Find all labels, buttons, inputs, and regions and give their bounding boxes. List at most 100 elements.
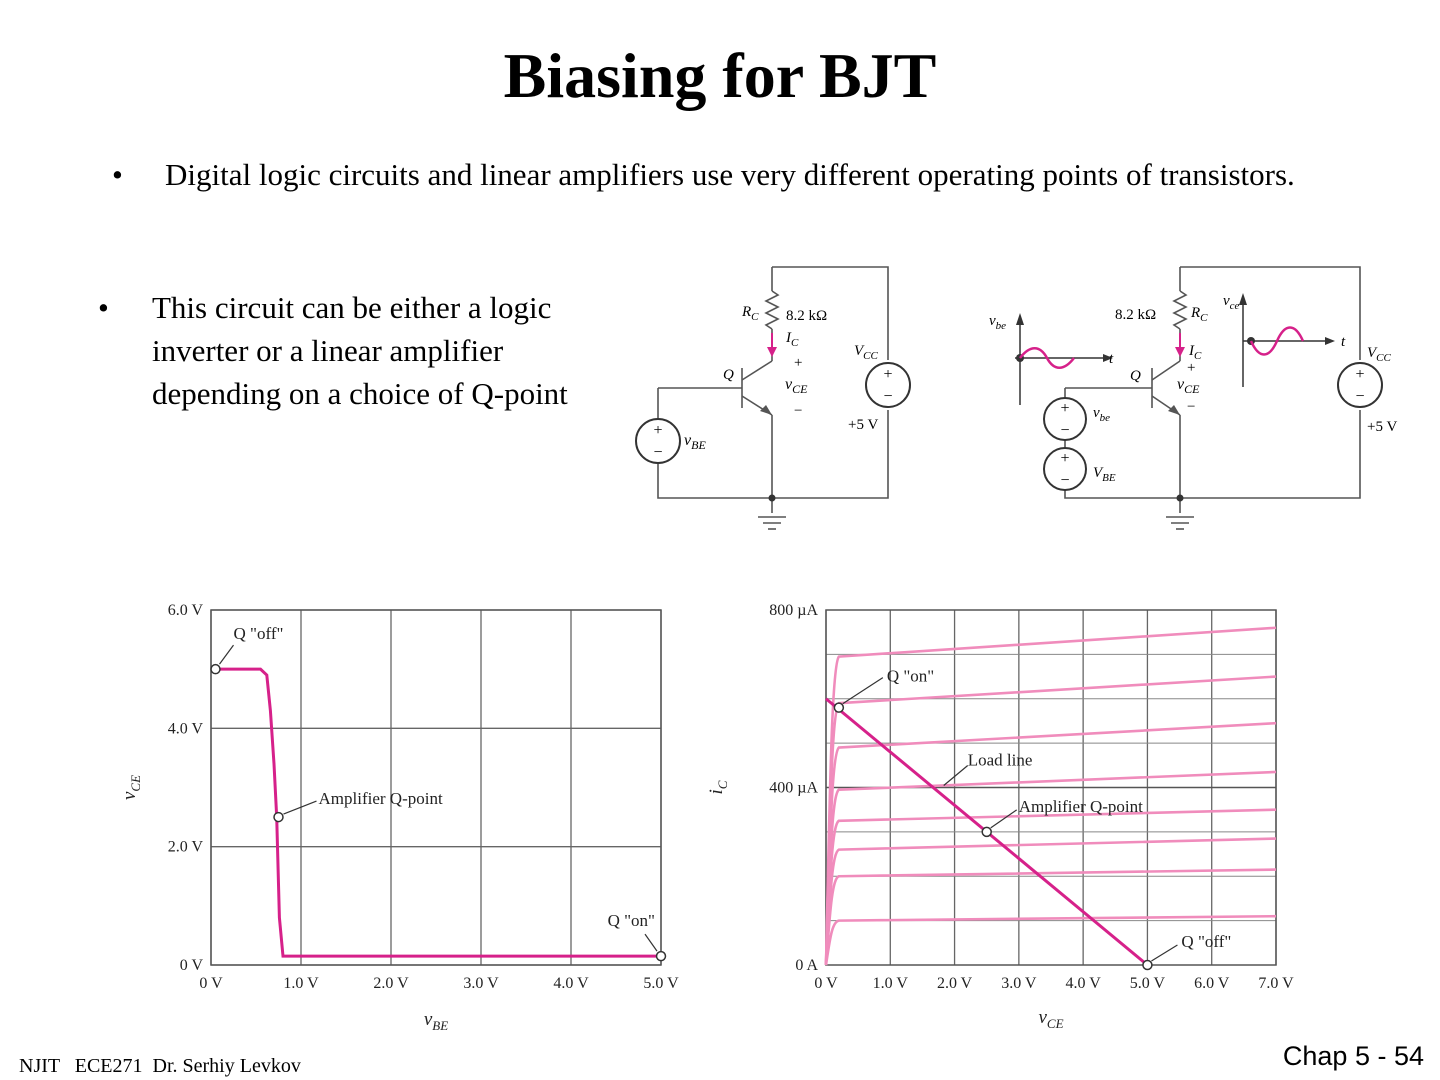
characteristic-curve [824, 626, 1277, 966]
svg-text:vbe: vbe [989, 313, 1006, 332]
svg-text:+: + [1060, 450, 1069, 467]
output-waveform: vce t [1223, 293, 1346, 387]
amplifier-circuit-diagram: vbe t vce t + − + − + − 8.2 k [975, 255, 1415, 545]
svg-text:vBE: vBE [684, 432, 706, 452]
vcc-source: + − [1337, 362, 1383, 408]
x-tick-label: 0 V [199, 975, 223, 992]
x-axis-label: vBE [424, 1009, 448, 1033]
svg-text:−: − [883, 388, 892, 405]
amplifier-q-point-marker [273, 811, 284, 823]
annotation-leader [990, 809, 1018, 829]
characteristic-curve [824, 675, 1277, 966]
annotation-leader [644, 933, 658, 952]
x-tick-label: 1.0 V [283, 975, 319, 992]
y-tick-label: 400 µA [769, 780, 818, 797]
svg-text:RC: RC [741, 304, 759, 323]
svg-text:+: + [653, 422, 662, 439]
vbe-dc-source: + − [1043, 447, 1087, 491]
annotation-load-line: Load line [968, 751, 1033, 770]
vbe-ac-source: + − [1043, 397, 1087, 441]
q-on-marker [833, 702, 845, 713]
svg-text:+: + [1187, 360, 1195, 376]
svg-text:Q: Q [723, 367, 734, 383]
x-tick-label: 3.0 V [463, 975, 499, 992]
svg-text:IC: IC [1188, 343, 1202, 362]
y-tick-label: 4.0 V [168, 720, 204, 737]
bullet-marker: • [112, 157, 123, 192]
annotation-leader [943, 765, 969, 786]
svg-text:−: − [653, 444, 662, 461]
x-tick-label: 4.0 V [553, 975, 589, 992]
svg-text:VCC: VCC [1367, 345, 1392, 364]
annotation-q-on: Q "on" [608, 911, 655, 930]
annotation-leader [283, 800, 317, 815]
plot-frame [825, 609, 1277, 966]
y-tick-label: 0 V [180, 957, 204, 974]
svg-text:+: + [794, 355, 802, 371]
x-tick-label: 1.0 V [873, 975, 909, 992]
annotation-amplifier-q-point: Amplifier Q-point [1019, 797, 1143, 816]
bullet-text: Digital logic circuits and linear amplif… [165, 157, 1295, 192]
x-tick-label: 4.0 V [1066, 975, 1102, 992]
x-tick-label: 2.0 V [937, 975, 973, 992]
annotation-q-off: Q "off" [234, 624, 284, 643]
plot-frame [210, 609, 662, 966]
q-off-marker [210, 663, 221, 675]
bullet-operating-points: • Digital logic circuits and linear ampl… [112, 153, 1352, 243]
svg-text:RC: RC [1190, 305, 1208, 324]
svg-text:Q: Q [1130, 368, 1141, 384]
slide-title: Biasing for BJT [503, 40, 937, 111]
y-tick-label: 2.0 V [168, 839, 204, 856]
annotation-leader [842, 677, 884, 705]
x-tick-label: 2.0 V [373, 975, 409, 992]
y-axis-label: iC [706, 780, 730, 794]
y-tick-label: 6.0 V [168, 602, 204, 619]
y-axis-label: vCE [119, 775, 143, 800]
q-on-marker [655, 950, 667, 962]
amplifier-q-point-marker [981, 826, 992, 838]
svg-text:t: t [1341, 334, 1346, 350]
supply-value: +5 V [848, 417, 878, 433]
bullet-marker: • [98, 290, 109, 325]
svg-text:−: − [1355, 388, 1364, 405]
output-characteristic-chart: 0 V 1.0 V 2.0 V 3.0 V 4.0 V 5.0 V 6.0 V 7.0 V 0 … [700, 590, 1310, 1040]
svg-text:+: + [1355, 366, 1364, 383]
vbe-source: + − [635, 418, 681, 464]
vcc-source: + − [865, 362, 911, 408]
svg-text:vCE: vCE [785, 376, 808, 396]
annotation-q-off: Q "off" [1181, 932, 1231, 951]
annotation-leader [219, 644, 234, 665]
annotation-q-on: Q "on" [887, 667, 934, 686]
inverter-circuit-diagram: + − + − RC 8.2 kΩ IC + vCE − Q VCC +5 V … [620, 255, 930, 545]
svg-text:IC: IC [785, 330, 799, 349]
transfer-characteristic-chart: 0 V 1.0 V 2.0 V 3.0 V 4.0 V 5.0 V 0 V 2.0 V 4.0 … [100, 590, 700, 1040]
svg-text:vbe: vbe [1093, 405, 1110, 424]
svg-text:−: − [794, 403, 802, 419]
y-tick-label: 800 µA [769, 602, 818, 619]
svg-text:vce: vce [1223, 293, 1240, 312]
svg-text:−: − [1060, 472, 1069, 489]
svg-text:−: − [1187, 399, 1195, 415]
svg-text:−: − [1060, 422, 1069, 439]
x-tick-label: 6.0 V [1194, 975, 1230, 992]
x-tick-label: 5.0 V [1130, 975, 1166, 992]
resistor-value: 8.2 kΩ [1115, 307, 1156, 323]
x-tick-label: 7.0 V [1258, 975, 1294, 992]
svg-text:t: t [1109, 351, 1114, 367]
annotation-leader [1151, 944, 1178, 962]
footer-course-info: NJIT ECE271 Dr. Serhiy Levkov [19, 1055, 301, 1077]
x-axis-label: vCE [1038, 1007, 1063, 1031]
svg-text:+: + [883, 366, 892, 383]
svg-text:vCE: vCE [1177, 376, 1200, 396]
bullet-q-point-choice: • This circuit can be either a logic inv… [98, 286, 638, 466]
q-off-marker [1142, 959, 1153, 971]
svg-text:VBE: VBE [1093, 465, 1116, 484]
x-tick-label: 0 V [814, 975, 838, 992]
resistor-value: 8.2 kΩ [786, 308, 827, 324]
x-tick-label: 3.0 V [1001, 975, 1037, 992]
svg-text:VCC: VCC [854, 343, 879, 362]
transfer-curve [211, 667, 661, 958]
slide-number: Chap 5 - 54 [1282, 1041, 1424, 1071]
input-waveform: vbe t [989, 313, 1114, 405]
supply-value: +5 V [1367, 419, 1397, 435]
